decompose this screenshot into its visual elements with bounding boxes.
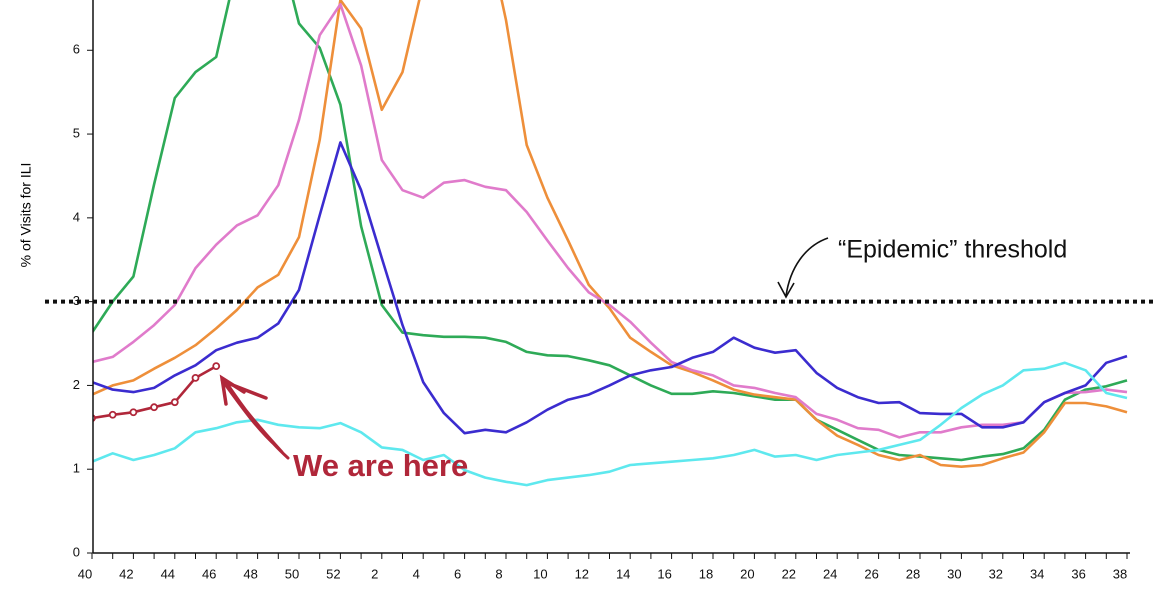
y-tick-label: 4 bbox=[73, 209, 80, 224]
y-tick-label: 0 bbox=[73, 544, 80, 559]
threshold-arrow bbox=[785, 237, 829, 297]
x-tick-label: 16 bbox=[657, 566, 671, 581]
annotation-arrowhead bbox=[219, 374, 268, 406]
x-tick-label: 12 bbox=[575, 566, 589, 581]
threshold-arrowhead bbox=[777, 281, 795, 299]
series-line bbox=[93, 0, 1128, 468]
x-tick-label: 20 bbox=[740, 566, 754, 581]
point bbox=[108, 410, 117, 419]
threshold-label: “Epidemic” threshold bbox=[838, 236, 1067, 264]
point bbox=[129, 408, 138, 417]
plot-area bbox=[93, 0, 1128, 487]
x-tick-label: 26 bbox=[864, 566, 878, 581]
y-tick-label: 1 bbox=[73, 461, 80, 476]
x-tick-label: 10 bbox=[533, 566, 547, 581]
x-tick-label: 32 bbox=[989, 566, 1003, 581]
x-tick-label: 30 bbox=[947, 566, 961, 581]
y-tick-label: 6 bbox=[73, 42, 80, 57]
series-line bbox=[93, 0, 1128, 462]
x-tick-label: 52 bbox=[326, 566, 340, 581]
x-tick-label: 14 bbox=[616, 566, 630, 581]
x-tick-label: 42 bbox=[119, 566, 133, 581]
x-tick-label: 48 bbox=[243, 566, 257, 581]
x-tick-label: 36 bbox=[1071, 566, 1085, 581]
x-tick-label: 2 bbox=[371, 566, 378, 581]
series-line bbox=[93, 361, 1128, 487]
x-tick-label: 50 bbox=[285, 566, 299, 581]
point bbox=[170, 398, 179, 407]
x-tick-label: 34 bbox=[1030, 566, 1044, 581]
y-tick-label: 2 bbox=[73, 377, 80, 392]
point bbox=[150, 403, 159, 412]
x-tick-label: 40 bbox=[78, 566, 92, 581]
x-tick-label: 28 bbox=[906, 566, 920, 581]
series-line bbox=[93, 2, 1128, 439]
annotation: We are here bbox=[293, 448, 468, 483]
y-axis-label: % of Visits for ILI bbox=[18, 163, 34, 268]
x-tick-label: 22 bbox=[782, 566, 796, 581]
x-tick-label: 18 bbox=[699, 566, 713, 581]
x-tick-label: 46 bbox=[202, 566, 216, 581]
point bbox=[93, 414, 96, 422]
annotation-arrow bbox=[220, 378, 290, 460]
y-tick-label: 3 bbox=[73, 293, 80, 308]
y-tick-label: 5 bbox=[73, 125, 80, 140]
x-tick-label: 44 bbox=[161, 566, 175, 581]
x-tick-label: 38 bbox=[1113, 566, 1127, 581]
x-tick-label: 4 bbox=[413, 566, 420, 581]
point bbox=[191, 373, 200, 382]
x-tick-label: 6 bbox=[454, 566, 461, 581]
x-tick-label: 8 bbox=[495, 566, 502, 581]
x-tick-label: 24 bbox=[823, 566, 837, 581]
point bbox=[212, 362, 221, 371]
